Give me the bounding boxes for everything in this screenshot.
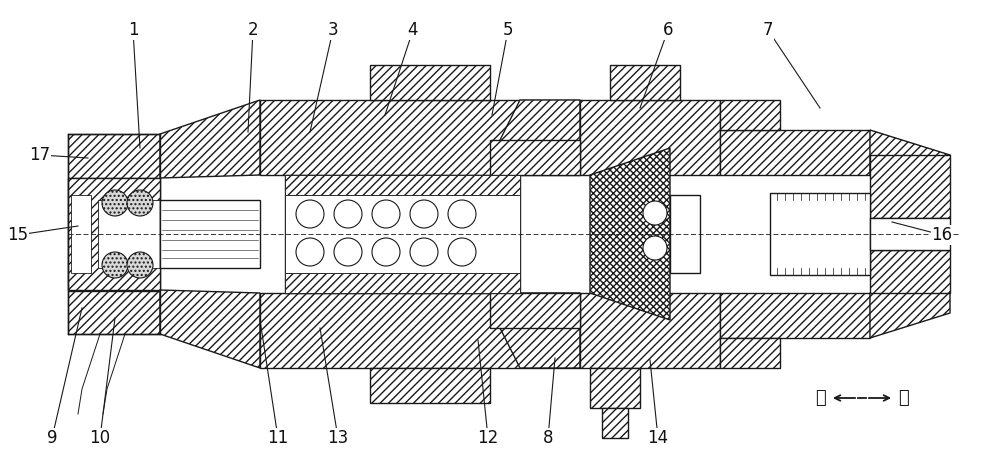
Circle shape [372, 200, 400, 228]
Bar [370, 65, 490, 100]
Text: 右: 右 [898, 389, 909, 407]
Polygon shape [500, 293, 580, 368]
Bar [285, 175, 520, 195]
Text: 1: 1 [128, 21, 138, 39]
Bar [580, 293, 720, 368]
Text: 13: 13 [327, 429, 349, 447]
Text: 2: 2 [248, 21, 258, 39]
Bar [68, 134, 160, 178]
Bar [720, 338, 780, 368]
Text: 3: 3 [328, 21, 338, 39]
Text: 11: 11 [267, 429, 289, 447]
Bar [285, 273, 520, 293]
Circle shape [102, 190, 128, 216]
Bar [670, 195, 700, 273]
Bar [71, 195, 91, 273]
Text: 左: 左 [815, 389, 826, 407]
Bar [260, 100, 580, 175]
Polygon shape [870, 130, 950, 218]
Polygon shape [68, 178, 160, 290]
Bar [260, 293, 580, 368]
Text: 17: 17 [29, 146, 51, 164]
Circle shape [643, 236, 667, 260]
Text: 12: 12 [477, 429, 499, 447]
Polygon shape [160, 290, 260, 368]
Circle shape [127, 252, 153, 278]
Circle shape [296, 200, 324, 228]
Text: 9: 9 [47, 429, 57, 447]
Polygon shape [500, 100, 580, 175]
Bar [870, 218, 950, 250]
Circle shape [127, 190, 153, 216]
Bar [580, 100, 720, 175]
Text: 6: 6 [663, 21, 673, 39]
Bar [870, 250, 950, 293]
Circle shape [296, 238, 324, 266]
Bar [160, 200, 260, 268]
Text: 14: 14 [647, 429, 669, 447]
Text: 8: 8 [543, 429, 553, 447]
Bar [490, 140, 580, 175]
Bar [490, 293, 580, 328]
Polygon shape [590, 148, 670, 320]
Bar [602, 408, 628, 438]
Bar [68, 178, 160, 290]
Bar [610, 65, 680, 100]
Circle shape [643, 201, 667, 225]
Circle shape [102, 252, 128, 278]
Circle shape [334, 200, 362, 228]
Bar [720, 293, 870, 338]
Bar [285, 195, 520, 273]
Bar [285, 175, 520, 293]
Circle shape [372, 238, 400, 266]
Circle shape [410, 238, 438, 266]
Circle shape [448, 238, 476, 266]
Text: 10: 10 [89, 429, 111, 447]
Circle shape [410, 200, 438, 228]
Text: 16: 16 [931, 226, 953, 244]
Bar [720, 130, 870, 175]
Bar [870, 155, 950, 218]
Text: 5: 5 [503, 21, 513, 39]
Text: 7: 7 [763, 21, 773, 39]
Bar [68, 178, 160, 290]
Bar [68, 291, 160, 334]
Polygon shape [160, 100, 260, 178]
Polygon shape [870, 250, 950, 338]
Bar [720, 100, 780, 130]
Circle shape [334, 238, 362, 266]
Circle shape [448, 200, 476, 228]
Bar [770, 193, 870, 275]
Bar [370, 368, 490, 403]
Text: 4: 4 [408, 21, 418, 39]
Text: 15: 15 [7, 226, 29, 244]
Bar [590, 368, 640, 408]
